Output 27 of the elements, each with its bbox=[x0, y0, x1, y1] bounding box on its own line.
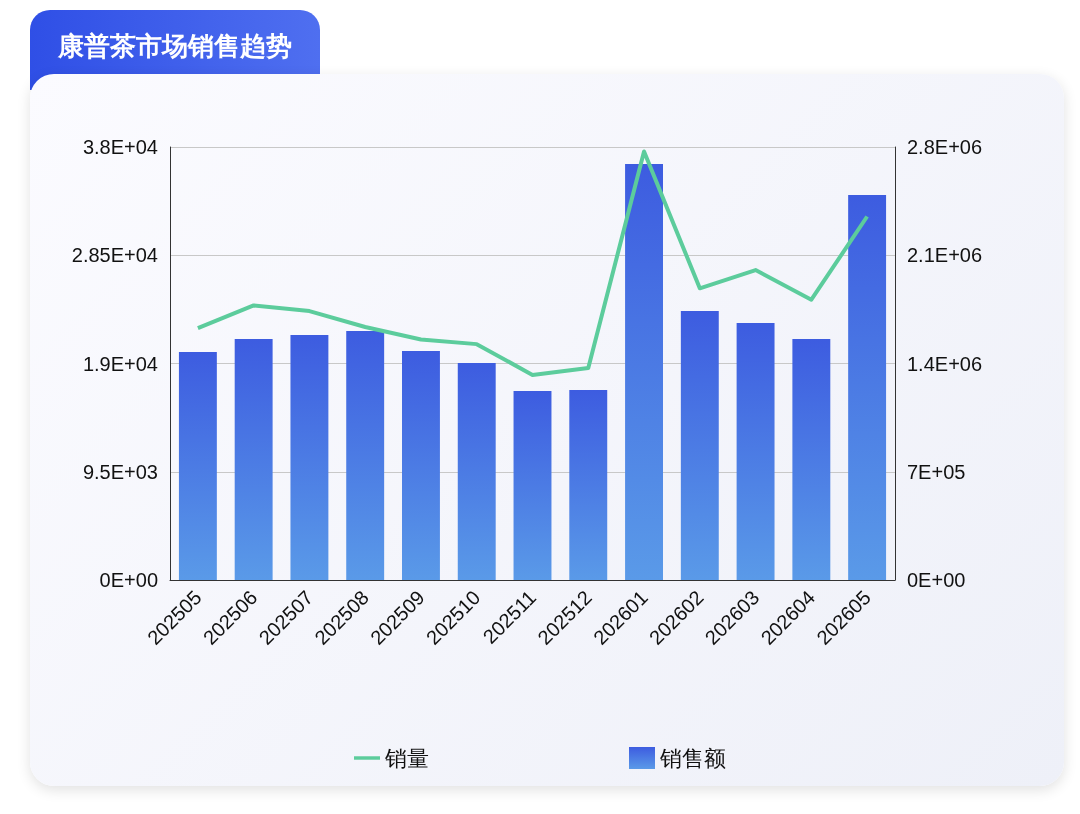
bar bbox=[736, 322, 775, 580]
y-tick-label: 1.9E+04 bbox=[82, 352, 158, 375]
bar bbox=[402, 350, 440, 580]
bar bbox=[513, 391, 552, 580]
y2-tick-label: 2.1E+06 bbox=[907, 244, 983, 267]
bar bbox=[346, 331, 385, 580]
bar bbox=[848, 194, 887, 580]
bar bbox=[625, 164, 663, 580]
bar bbox=[680, 311, 719, 580]
y2-tick-label: 1.4E+06 bbox=[907, 352, 983, 375]
y-tick-label: 9.5E+03 bbox=[82, 460, 158, 483]
legend-label: 销量 bbox=[384, 745, 429, 771]
chart-title: 康普茶市场销售趋势 bbox=[30, 10, 320, 90]
bar bbox=[792, 339, 831, 580]
legend-label: 销售额 bbox=[659, 745, 726, 771]
bar bbox=[178, 352, 217, 580]
y-tick-label: 3.8E+04 bbox=[82, 136, 158, 158]
y-tick-label: 2.85E+04 bbox=[71, 244, 158, 267]
bar bbox=[234, 339, 273, 580]
y2-tick-label: 7E+05 bbox=[907, 460, 966, 483]
bar bbox=[290, 335, 329, 580]
y2-tick-label: 0E+00 bbox=[907, 569, 966, 591]
y2-tick-label: 2.8E+06 bbox=[907, 136, 983, 158]
bar bbox=[569, 389, 608, 580]
line-series bbox=[195, 149, 870, 377]
bar bbox=[457, 363, 496, 580]
y-tick-label: 0E+00 bbox=[99, 569, 158, 591]
